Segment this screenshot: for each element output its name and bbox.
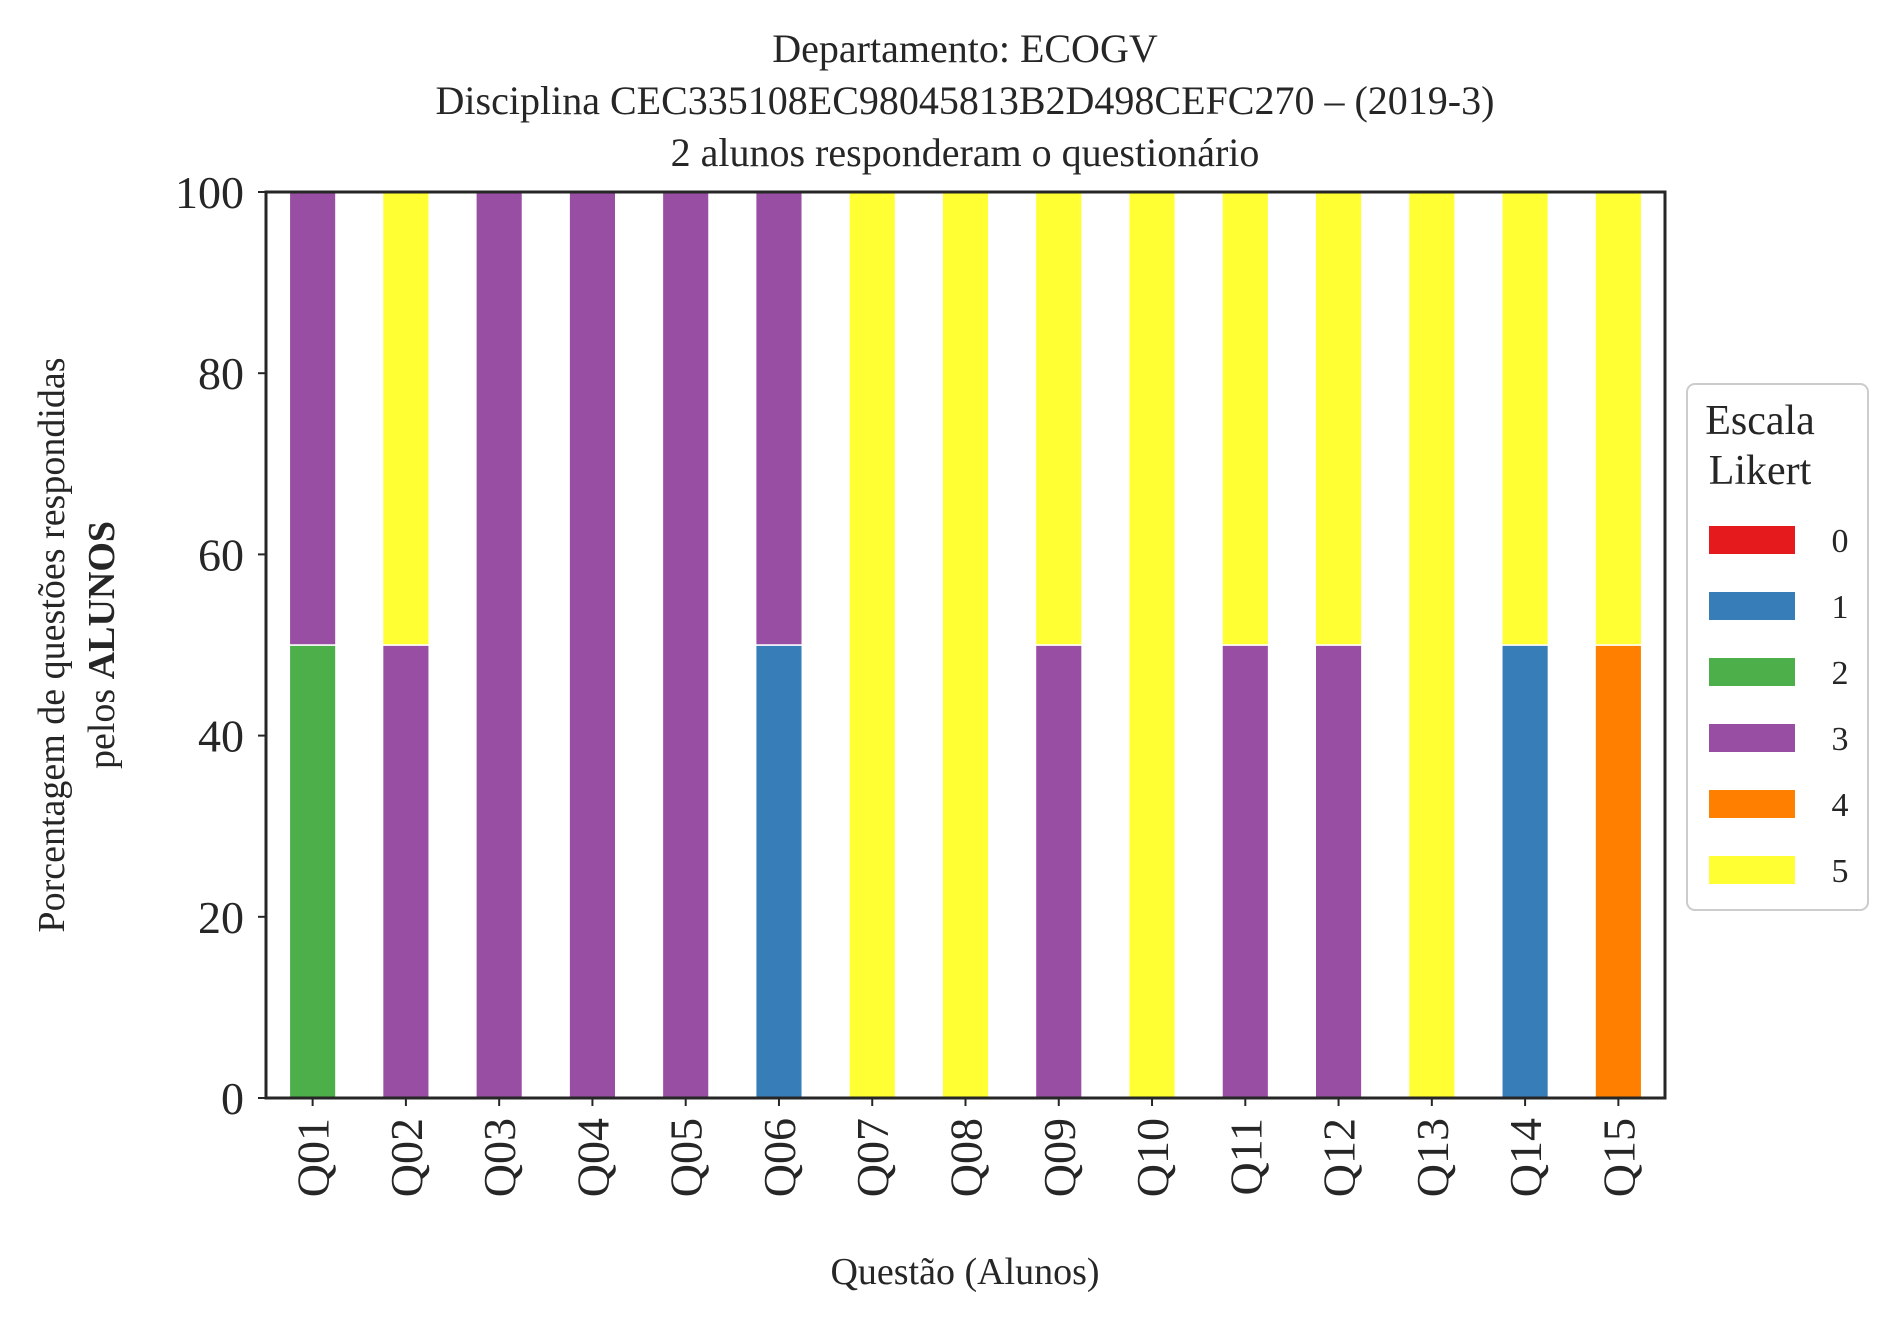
chart-title-line-2: Disciplina CEC335108EC98045813B2D498CEFC… [436,78,1495,123]
x-tick-label-q06: Q06 [754,1118,805,1197]
legend-items: 0 1 2 3 4 5 [1709,523,1849,890]
bar-q10-likert-5 [1127,191,1177,1099]
y-axis-label-line-2: pelos ALUNOS [81,521,123,769]
legend-swatch-0 [1709,526,1795,554]
legend-swatch-4 [1709,790,1795,818]
y-ticks: 0 20 40 60 80 100 [175,167,266,1124]
y-tick-label-20: 20 [198,892,244,943]
y-axis-label-bold: ALUNOS [81,521,123,679]
bar-q12-likert-3 [1314,644,1363,1099]
x-tick-label-q10: Q10 [1127,1118,1178,1197]
bar-q03-likert-3 [475,191,524,1099]
y-tick-label-100: 100 [175,167,244,218]
bar-q02-likert-3 [381,644,430,1099]
legend-label-0: 0 [1832,523,1849,560]
bar-q09-likert-5 [1034,191,1083,646]
chart-title-line-1: Departamento: ECOGV [772,26,1158,71]
legend-label-4: 4 [1832,787,1849,824]
bar-q11-likert-5 [1221,191,1270,646]
bar-q13-likert-5 [1407,191,1456,1099]
bar-q09-likert-3 [1034,644,1083,1099]
legend-label-3: 3 [1832,721,1849,758]
y-tick-label-40: 40 [198,711,244,762]
legend-frame [1686,383,1869,911]
x-tick-label-q15: Q15 [1593,1118,1644,1197]
bar-q04-likert-3 [568,191,617,1099]
x-tick-label-q08: Q08 [941,1118,992,1197]
y-axis-label-prefix: pelos [81,679,123,769]
x-tick-label-q04: Q04 [567,1118,618,1197]
bar-q14-likert-1 [1501,644,1550,1099]
legend-title-line-1: Escala [1705,398,1815,444]
legend-label-1: 1 [1832,589,1849,626]
chart-title-line-3: 2 alunos responderam o questionário [671,130,1260,175]
bar-q06-likert-1 [754,644,804,1099]
bar-q01-likert-3 [288,191,337,646]
x-tick-label-q09: Q09 [1034,1118,1085,1197]
y-tick-label-80: 80 [198,348,244,399]
bar-q14-likert-5 [1501,191,1550,646]
bars-group [288,191,1643,1099]
bar-q01-likert-2 [288,644,337,1099]
x-tick-label-q14: Q14 [1500,1118,1551,1197]
bar-q02-likert-5 [381,191,430,646]
legend-swatch-3 [1709,724,1795,752]
bar-q07-likert-5 [848,191,897,1099]
legend-title-line-2: Likert [1709,448,1812,494]
legend-label-5: 5 [1832,853,1849,890]
bar-q06-likert-3 [754,191,804,646]
x-tick-label-q13: Q13 [1407,1118,1458,1197]
bar-q12-likert-5 [1314,191,1363,646]
bar-q15-likert-5 [1594,191,1643,646]
x-tick-label-q03: Q03 [474,1118,525,1197]
bar-q05-likert-3 [661,191,710,1099]
y-tick-label-0: 0 [221,1073,244,1124]
y-tick-label-60: 60 [198,529,244,580]
x-tick-label-q01: Q01 [288,1118,339,1197]
legend-swatch-5 [1709,856,1795,884]
x-axis-label: Questão (Alunos) [830,1251,1099,1293]
legend-swatch-2 [1709,658,1795,686]
legend: Escala Likert 0 1 2 3 4 5 [1686,383,1869,911]
x-tick-label-q12: Q12 [1314,1118,1365,1197]
legend-label-2: 2 [1832,655,1849,692]
bar-q11-likert-3 [1221,644,1270,1099]
y-axis-label-line-1: Porcentagem de questões respondidas [31,357,73,932]
y-axis-label: Porcentagem de questões respondidas pelo… [31,357,123,932]
x-tick-label-q11: Q11 [1220,1118,1271,1196]
x-tick-label-q07: Q07 [847,1118,898,1197]
bar-q15-likert-4 [1594,644,1643,1099]
x-tick-label-q05: Q05 [661,1118,712,1197]
bar-q08-likert-5 [941,191,990,1099]
x-tick-label-q02: Q02 [381,1118,432,1197]
x-ticks: Q01 Q02 Q03 Q04 Q05 Q06 Q07 Q08 Q09 Q10 Q11 Q12 Q13 Q… [288,1098,1644,1197]
legend-swatch-1 [1709,592,1795,620]
